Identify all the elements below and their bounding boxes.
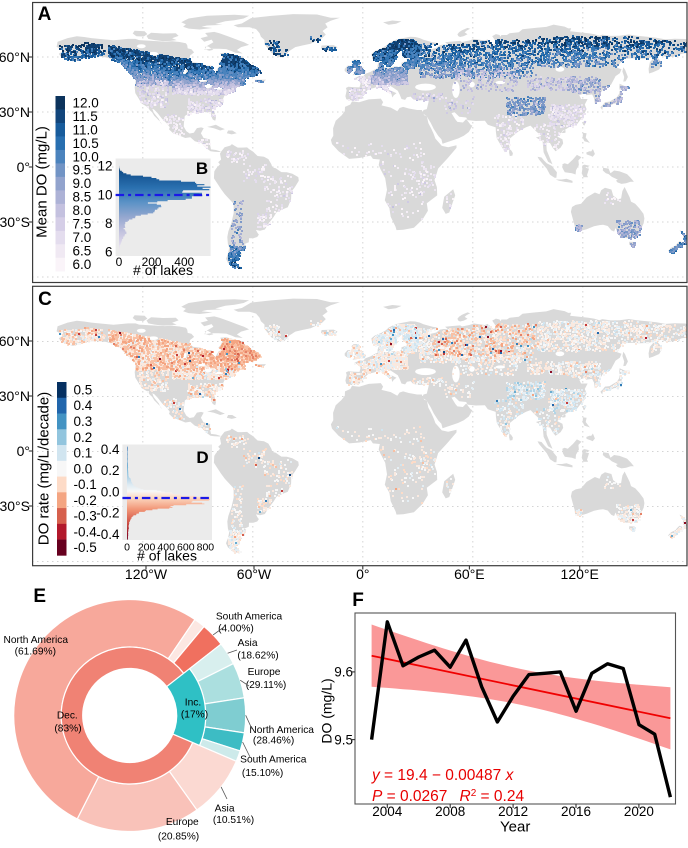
svg-text:# of lakes: # of lakes: [137, 548, 197, 564]
svg-text:0.0: 0.0: [101, 484, 120, 499]
svg-text:y = 19.4 − 0.00487 x: y = 19.4 − 0.00487 x: [371, 767, 515, 784]
svg-text:120°E: 120°E: [561, 566, 599, 582]
svg-text:North America: North America: [249, 725, 314, 736]
svg-text:400: 400: [174, 255, 194, 269]
svg-text:120°W: 120°W: [125, 566, 168, 582]
svg-text:800: 800: [197, 542, 215, 554]
svg-text:30°N: 30°N: [0, 388, 30, 404]
svg-text:0.3: 0.3: [74, 414, 93, 429]
svg-text:0.4: 0.4: [74, 398, 93, 413]
svg-text:Europe: Europe: [248, 667, 281, 678]
svg-text:2008: 2008: [435, 804, 465, 819]
svg-text:Europe: Europe: [166, 817, 199, 828]
svg-text:(28.46%): (28.46%): [253, 736, 294, 747]
svg-text:60°N: 60°N: [0, 49, 30, 65]
svg-text:10.5: 10.5: [73, 136, 99, 151]
svg-text:(61.69%): (61.69%): [15, 647, 56, 658]
svg-text:(15.10%): (15.10%): [242, 768, 283, 779]
svg-text:0.2: 0.2: [101, 463, 120, 478]
svg-text:P = 0.0267 R2 = 0.24: P = 0.0267 R2 = 0.24: [372, 788, 524, 805]
svg-text:9.5: 9.5: [73, 163, 92, 178]
svg-text:2004: 2004: [372, 804, 403, 819]
svg-text:30°S: 30°S: [0, 214, 30, 230]
svg-text:0.0: 0.0: [74, 461, 93, 476]
svg-text:Mean DO (mg/L): Mean DO (mg/L): [34, 126, 51, 238]
svg-text:9.6: 9.6: [334, 665, 353, 680]
svg-text:0°: 0°: [356, 566, 369, 582]
svg-text:60°W: 60°W: [237, 566, 272, 582]
svg-text:(4.00%): (4.00%): [218, 624, 254, 635]
svg-text:0.2: 0.2: [74, 430, 93, 445]
svg-text:600: 600: [177, 542, 195, 554]
svg-text:6.0: 6.0: [73, 257, 92, 272]
svg-text:200: 200: [142, 255, 162, 269]
svg-text:0°: 0°: [17, 159, 30, 175]
svg-text:(20.85%): (20.85%): [158, 831, 199, 842]
svg-text:DO (mg/L): DO (mg/L): [319, 678, 335, 743]
svg-text:10.0: 10.0: [73, 149, 99, 164]
svg-text:7.5: 7.5: [73, 217, 92, 232]
svg-text:# of lakes: # of lakes: [133, 262, 193, 278]
svg-text:60°E: 60°E: [454, 566, 485, 582]
svg-text:12.0: 12.0: [73, 95, 99, 110]
svg-text:Asia: Asia: [238, 638, 258, 649]
svg-text:9.0: 9.0: [73, 176, 92, 191]
svg-text:9.5: 9.5: [334, 732, 353, 747]
svg-text:Dec.: Dec.: [57, 710, 78, 721]
svg-text:60°N: 60°N: [0, 333, 30, 349]
svg-text:DO rate (mg/L/decade): DO rate (mg/L/decade): [36, 392, 53, 545]
svg-text:0.1: 0.1: [74, 446, 93, 461]
svg-text:12: 12: [97, 159, 112, 174]
svg-text:-0.4: -0.4: [74, 524, 98, 539]
svg-text:11.0: 11.0: [73, 122, 98, 137]
svg-text:E: E: [33, 586, 46, 607]
svg-text:0.5: 0.5: [74, 383, 93, 398]
svg-text:Inc.: Inc.: [185, 697, 201, 708]
svg-text:B: B: [196, 159, 208, 178]
svg-text:(29.11%): (29.11%): [246, 680, 287, 691]
svg-text:C: C: [38, 289, 52, 310]
svg-text:South America: South America: [240, 754, 307, 765]
svg-text:(17%): (17%): [181, 710, 208, 721]
svg-text:D: D: [196, 448, 208, 467]
svg-text:F: F: [352, 590, 364, 611]
svg-text:-0.3: -0.3: [74, 509, 97, 524]
svg-text:Year: Year: [500, 819, 530, 836]
svg-text:8.5: 8.5: [73, 190, 92, 205]
svg-text:6.5: 6.5: [73, 244, 92, 259]
svg-text:A: A: [38, 4, 52, 25]
svg-text:200: 200: [138, 542, 156, 554]
svg-text:2020: 2020: [624, 804, 654, 819]
svg-text:Asia: Asia: [215, 803, 235, 814]
svg-text:North America: North America: [4, 635, 69, 646]
svg-text:30°N: 30°N: [0, 104, 30, 120]
svg-text:7.0: 7.0: [73, 230, 92, 245]
svg-text:30°S: 30°S: [0, 498, 30, 514]
svg-text:11.5: 11.5: [73, 109, 98, 124]
svg-text:2016: 2016: [561, 804, 591, 819]
svg-text:-0.2: -0.2: [96, 506, 119, 521]
svg-text:0°: 0°: [17, 443, 30, 459]
svg-text:0: 0: [116, 255, 123, 269]
svg-text:-0.1: -0.1: [74, 477, 97, 492]
svg-text:(18.62%): (18.62%): [237, 651, 278, 662]
svg-text:-0.5: -0.5: [74, 540, 97, 555]
svg-text:10: 10: [97, 187, 112, 202]
svg-text:8.0: 8.0: [73, 203, 92, 218]
svg-text:0: 0: [124, 542, 130, 554]
svg-text:2012: 2012: [498, 804, 528, 819]
svg-text:-0.4: -0.4: [96, 527, 120, 542]
svg-text:(83%): (83%): [54, 724, 81, 735]
svg-text:(10.51%): (10.51%): [213, 815, 254, 826]
svg-text:8: 8: [105, 216, 113, 231]
svg-text:6: 6: [105, 245, 113, 260]
svg-text:South America: South America: [216, 612, 283, 623]
svg-text:-0.2: -0.2: [74, 493, 97, 508]
svg-text:0.4: 0.4: [101, 442, 120, 457]
svg-text:400: 400: [157, 542, 175, 554]
